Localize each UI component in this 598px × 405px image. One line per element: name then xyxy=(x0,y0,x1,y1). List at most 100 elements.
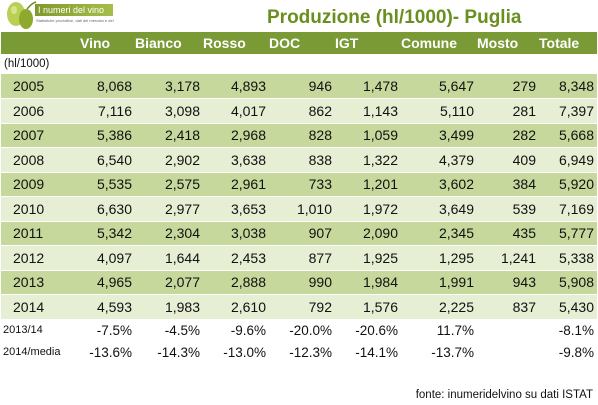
value-cell: 4,965 xyxy=(80,270,135,295)
table-row: 2010 6,630 2,977 3,653 1,010 1,972 3,649 539 7,1… xyxy=(1,196,597,222)
change-cell: -12.3% xyxy=(289,344,332,360)
logo-title: I numeri del vino xyxy=(38,5,105,15)
table-row: 2009 5,535 2,575 2,961 733 1,201 3,602 384 5,920 xyxy=(1,172,597,197)
value-cell: 8,068 xyxy=(80,74,135,99)
year-cell: 2005 xyxy=(1,74,80,99)
year-cell: 2008 xyxy=(1,147,80,173)
value-cell: 282 xyxy=(477,123,539,148)
doc-header: DOC xyxy=(269,35,301,51)
value-cell: 7,397 xyxy=(539,98,597,124)
value-cell: 1,010 xyxy=(269,196,335,222)
value-cell: 2,090 xyxy=(335,221,401,246)
year-cell: 2013 xyxy=(1,270,80,295)
value-cell: 5,920 xyxy=(539,172,597,197)
change-cell: -20.0% xyxy=(289,322,332,338)
value-cell: 5,338 xyxy=(539,245,597,271)
value-cell: 384 xyxy=(477,172,539,197)
value-cell: 2,610 xyxy=(203,294,269,320)
olive-logo-icon xyxy=(7,1,37,29)
value-cell: 828 xyxy=(269,123,335,148)
year-cell: 2014 xyxy=(1,294,80,320)
value-cell: 5,535 xyxy=(80,172,135,197)
value-cell: 6,540 xyxy=(80,147,135,173)
value-cell: 1,241 xyxy=(477,245,539,271)
change-cell: -13.0% xyxy=(223,344,266,360)
value-cell: 3,649 xyxy=(401,196,477,222)
table-row: 2007 5,386 2,418 2,968 828 1,059 3,499 282 5,668 xyxy=(1,123,597,148)
value-cell: 1,972 xyxy=(335,196,401,222)
value-cell: 3,602 xyxy=(401,172,477,197)
value-cell: 435 xyxy=(477,221,539,246)
value-cell: 1,201 xyxy=(335,172,401,197)
value-cell: 1,322 xyxy=(335,147,401,173)
bianco-header: Bianco xyxy=(135,35,182,51)
igt-header: IGT xyxy=(335,35,359,51)
value-cell: 409 xyxy=(477,147,539,173)
value-cell: 990 xyxy=(269,270,335,295)
value-cell: 2,345 xyxy=(401,221,477,246)
value-cell: 3,499 xyxy=(401,123,477,148)
period-cell: 2013/14 xyxy=(3,324,43,337)
value-cell: 3,178 xyxy=(135,74,203,99)
value-cell: 1,991 xyxy=(401,270,477,295)
change-row: 2014/media -13.6% -14.3% -13.0% -12.3% -14.1%… xyxy=(1,341,597,363)
value-cell: 7,169 xyxy=(539,196,597,222)
unit-row: (hl/1000) xyxy=(1,54,597,74)
change-cell: -14.3% xyxy=(157,344,200,360)
value-cell: 792 xyxy=(269,294,335,320)
value-cell: 4,097 xyxy=(80,245,135,271)
table-row: 2012 4,097 1,644 2,453 877 1,925 1,295 1,241 5,3… xyxy=(1,245,597,271)
value-cell: 943 xyxy=(477,270,539,295)
logo-banner xyxy=(35,4,113,16)
value-cell: 4,593 xyxy=(80,294,135,320)
change-row: 2013/14 -7.5% -4.5% -9.6% -20.0% -20.6% 11.7% -… xyxy=(1,319,597,341)
totale-header: Totale xyxy=(539,35,580,51)
value-cell: 2,418 xyxy=(135,123,203,148)
page-title: Produzione (hl/1000)- Puglia xyxy=(267,7,522,28)
change-cell xyxy=(477,319,539,341)
table-row: 2005 8,068 3,178 4,893 946 1,478 5,647 279 8,348 xyxy=(1,74,597,99)
value-cell: 838 xyxy=(269,147,335,173)
value-cell: 2,077 xyxy=(135,270,203,295)
value-cell: 6,630 xyxy=(80,196,135,222)
value-cell: 907 xyxy=(269,221,335,246)
value-cell: 4,893 xyxy=(203,74,269,99)
value-cell: 733 xyxy=(269,172,335,197)
table-row: 2011 5,342 2,304 3,038 907 2,090 2,345 435 5,777 xyxy=(1,221,597,246)
change-cell: -9.6% xyxy=(230,322,266,338)
unit-label: (hl/1000) xyxy=(4,58,50,70)
value-cell: 5,110 xyxy=(401,98,477,124)
value-cell: 1,295 xyxy=(401,245,477,271)
value-cell: 5,668 xyxy=(539,123,597,148)
value-cell: 2,977 xyxy=(135,196,203,222)
value-cell: 8,348 xyxy=(539,74,597,99)
comune-header: Comune xyxy=(401,35,457,51)
logo-subtitle: Statistiche produttive, dati del mercato… xyxy=(36,18,114,23)
value-cell: 1,925 xyxy=(335,245,401,271)
table-row: 2014 4,593 1,983 2,610 792 1,576 2,225 837 5,430 xyxy=(1,294,597,320)
value-cell: 539 xyxy=(477,196,539,222)
value-cell: 1,984 xyxy=(335,270,401,295)
logo: I numeri del vino Statistiche produttive… xyxy=(2,1,114,33)
value-cell: 2,902 xyxy=(135,147,203,173)
change-cell: -4.5% xyxy=(164,322,200,338)
value-cell: 279 xyxy=(477,74,539,99)
table-row: 2006 7,116 3,098 4,017 862 1,143 5,110 281 7,397 xyxy=(1,98,597,124)
year-header xyxy=(1,32,80,54)
value-cell: 1,143 xyxy=(335,98,401,124)
change-cell: -9.8% xyxy=(558,344,594,360)
production-table: Vino Bianco Rosso DOC IGT Comune Mosto Totale (… xyxy=(1,32,597,363)
value-cell: 4,379 xyxy=(401,147,477,173)
value-cell: 2,575 xyxy=(135,172,203,197)
value-cell: 2,304 xyxy=(135,221,203,246)
value-cell: 3,638 xyxy=(203,147,269,173)
table-header: Vino Bianco Rosso DOC IGT Comune Mosto Totale xyxy=(1,32,597,54)
value-cell: 2,225 xyxy=(401,294,477,320)
value-cell: 3,653 xyxy=(203,196,269,222)
value-cell: 3,098 xyxy=(135,98,203,124)
value-cell: 837 xyxy=(477,294,539,320)
change-cell: -8.1% xyxy=(558,322,594,338)
year-cell: 2011 xyxy=(1,221,80,246)
change-cell: 11.7% xyxy=(436,322,474,338)
value-cell: 2,968 xyxy=(203,123,269,148)
